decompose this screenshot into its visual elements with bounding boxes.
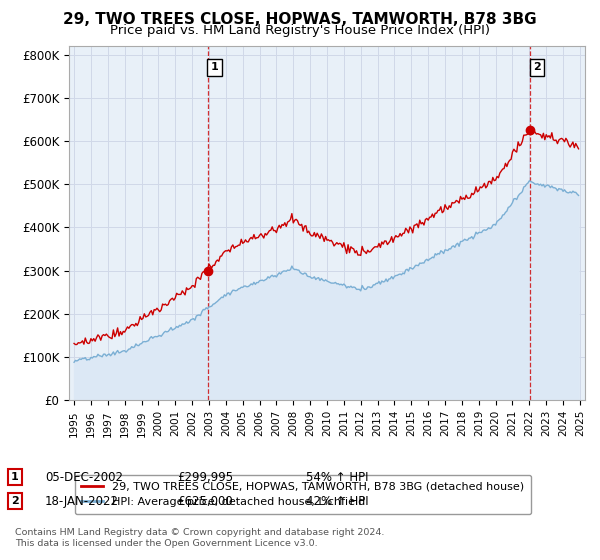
Text: 2: 2 [533, 62, 541, 72]
Text: Contains HM Land Registry data © Crown copyright and database right 2024.
This d: Contains HM Land Registry data © Crown c… [15, 528, 385, 548]
Text: 2: 2 [11, 496, 19, 506]
Text: £299,995: £299,995 [177, 470, 233, 484]
Text: 54% ↑ HPI: 54% ↑ HPI [306, 470, 368, 484]
Text: 42% ↑ HPI: 42% ↑ HPI [306, 494, 368, 508]
Legend: 29, TWO TREES CLOSE, HOPWAS, TAMWORTH, B78 3BG (detached house), HPI: Average pr: 29, TWO TREES CLOSE, HOPWAS, TAMWORTH, B… [74, 475, 531, 514]
Text: 1: 1 [11, 472, 19, 482]
Text: 29, TWO TREES CLOSE, HOPWAS, TAMWORTH, B78 3BG: 29, TWO TREES CLOSE, HOPWAS, TAMWORTH, B… [63, 12, 537, 27]
Text: 1: 1 [211, 62, 218, 72]
Text: Price paid vs. HM Land Registry's House Price Index (HPI): Price paid vs. HM Land Registry's House … [110, 24, 490, 37]
Text: 05-DEC-2002: 05-DEC-2002 [45, 470, 123, 484]
Text: 18-JAN-2022: 18-JAN-2022 [45, 494, 119, 508]
Text: £625,000: £625,000 [177, 494, 233, 508]
